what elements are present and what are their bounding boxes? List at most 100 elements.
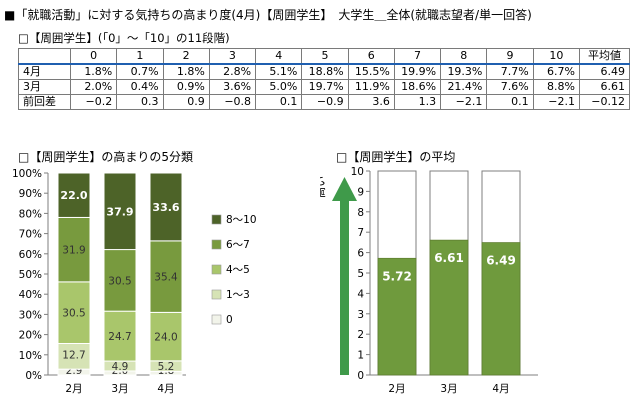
x-tick-label: 2月 bbox=[65, 383, 82, 395]
table-cell: 7.7% bbox=[486, 63, 534, 80]
table-cell: 2.0% bbox=[69, 79, 118, 95]
table-cell: 6.61 bbox=[579, 79, 630, 95]
x-tick-label: 3月 bbox=[440, 383, 457, 395]
arrow-label: 高い bbox=[320, 176, 327, 198]
table-cell: 0.7% bbox=[116, 63, 164, 80]
bar-segment bbox=[103, 310, 137, 362]
y-tick-label: 100% bbox=[12, 168, 42, 180]
y-tick-label: 4 bbox=[357, 288, 364, 300]
data-table: 0 1 2 3 4 5 6 7 8 9 10 平均値 4月 1.8% 0.7% 1.8% 2.8% 5.1% 18… bbox=[18, 48, 630, 110]
table-title: □【周囲学生】(「0」～「10」の11段階) bbox=[18, 31, 230, 45]
y-tick-label: 10 bbox=[351, 166, 364, 178]
table-cell: −0.2 bbox=[69, 94, 118, 110]
table-header-cell: 3 bbox=[208, 48, 257, 65]
data-label: 22.0 bbox=[60, 189, 87, 202]
table-row: 4月 1.8% 0.7% 1.8% 2.8% 5.1% 18.8% 15.5% 19.9% 19.… bbox=[18, 63, 630, 80]
table-header-cell: 4 bbox=[255, 48, 303, 65]
data-label: 5.2 bbox=[158, 361, 175, 373]
y-tick-label: 3 bbox=[357, 309, 364, 321]
y-tick-label: 8 bbox=[357, 207, 364, 219]
data-label: 12.7 bbox=[62, 349, 85, 361]
data-label: 33.6 bbox=[152, 201, 179, 214]
y-tick-label: 50% bbox=[19, 269, 42, 281]
table-cell: −0.8 bbox=[208, 94, 257, 110]
legend-swatch bbox=[211, 214, 222, 225]
data-label: 4.9 bbox=[112, 361, 129, 373]
y-tick-label: 30% bbox=[19, 309, 42, 321]
y-tick-label: 80% bbox=[19, 208, 42, 220]
table-cell: 18.8% bbox=[301, 63, 349, 80]
table-cell: 5.0% bbox=[255, 79, 303, 95]
data-label: 37.9 bbox=[106, 205, 133, 218]
legend-label: 4～5 bbox=[226, 264, 250, 276]
y-tick-label: 1 bbox=[357, 350, 364, 362]
table-header-cell: 8 bbox=[440, 48, 488, 65]
table-row: 前回差 −0.2 0.3 0.9 −0.8 0.1 −0.9 3.6 1.3 −2.1 0.1 −2.… bbox=[18, 94, 630, 110]
y-tick-label: 5 bbox=[357, 268, 364, 280]
table-cell: 3.6 bbox=[347, 94, 395, 110]
arrow-shaft bbox=[340, 199, 349, 375]
data-label: 6.49 bbox=[486, 254, 516, 268]
table-header-cell: 9 bbox=[486, 48, 534, 65]
legend-swatch bbox=[211, 264, 222, 275]
y-tick-label: 0 bbox=[357, 370, 364, 382]
y-tick-label: 90% bbox=[19, 188, 42, 200]
data-label: 30.5 bbox=[108, 275, 131, 287]
table-cell: 18.6% bbox=[393, 79, 442, 95]
table-header-cell: 10 bbox=[532, 48, 581, 65]
legend-swatch bbox=[211, 239, 222, 250]
table-row: 3月 2.0% 0.4% 0.9% 3.6% 5.0% 19.7% 11.9% 18.6% 21.… bbox=[18, 79, 630, 95]
bar-segment bbox=[103, 172, 137, 251]
y-tick-label: 20% bbox=[19, 330, 42, 342]
y-tick-label: 6 bbox=[357, 248, 364, 260]
bar bbox=[429, 239, 469, 376]
table-header-row: 0 1 2 3 4 5 6 7 8 9 10 平均値 bbox=[18, 48, 630, 65]
legend-swatch bbox=[211, 289, 222, 300]
x-tick-label: 2月 bbox=[388, 383, 405, 395]
table-cell: 0.9% bbox=[162, 79, 210, 95]
y-tick-label: 2 bbox=[357, 329, 364, 341]
table-cell: 19.9% bbox=[393, 63, 442, 80]
legend-label: 6～7 bbox=[226, 239, 250, 251]
stacked-bar-chart: 0%10%20%30%40%50%60%70%80%90%100%2.912.7… bbox=[12, 168, 257, 395]
data-label: 5.72 bbox=[382, 269, 412, 283]
table-row-label: 前回差 bbox=[18, 94, 71, 110]
table-cell: 0.4% bbox=[116, 79, 164, 95]
table-row-label: 3月 bbox=[18, 79, 71, 95]
bar-segment bbox=[149, 311, 183, 362]
table-cell: −0.12 bbox=[579, 94, 630, 110]
table-cell: 19.3% bbox=[440, 63, 488, 80]
data-label: 6.61 bbox=[434, 251, 464, 265]
table-cell: 11.9% bbox=[347, 79, 395, 95]
table-header-cell: 1 bbox=[116, 48, 164, 65]
average-chart-title: □【周囲学生】の平均 bbox=[336, 150, 456, 164]
table-cell: 21.4% bbox=[440, 79, 488, 95]
table-cell: 0.9 bbox=[162, 94, 210, 110]
table-header-cell: 6 bbox=[347, 48, 395, 65]
table-cell: 8.8% bbox=[532, 79, 581, 95]
y-tick-label: 10% bbox=[19, 350, 42, 362]
table-cell: 15.5% bbox=[347, 63, 395, 80]
table-header-cell: 2 bbox=[162, 48, 210, 65]
x-tick-label: 4月 bbox=[492, 383, 509, 395]
legend-label: 1～3 bbox=[226, 289, 250, 301]
y-tick-label: 60% bbox=[19, 249, 42, 261]
data-label: 35.4 bbox=[154, 272, 178, 284]
legend-swatch bbox=[211, 314, 222, 325]
data-label: 30.5 bbox=[62, 308, 85, 320]
bar-segment bbox=[57, 172, 91, 218]
data-label: 31.9 bbox=[62, 245, 85, 257]
table-cell: −0.9 bbox=[301, 94, 349, 110]
table-cell: 6.7% bbox=[532, 63, 581, 80]
table-row-label: 4月 bbox=[18, 63, 71, 80]
table-cell: 6.49 bbox=[579, 63, 630, 80]
table-corner bbox=[18, 48, 71, 65]
y-tick-label: 0% bbox=[25, 370, 42, 382]
bar bbox=[377, 257, 417, 376]
y-tick-label: 9 bbox=[357, 186, 364, 198]
x-tick-label: 3月 bbox=[111, 383, 128, 395]
data-label: 24.7 bbox=[108, 331, 131, 343]
table-cell: −2.1 bbox=[532, 94, 581, 110]
table-cell: 1.8% bbox=[69, 63, 118, 80]
data-label: 24.0 bbox=[154, 332, 177, 344]
